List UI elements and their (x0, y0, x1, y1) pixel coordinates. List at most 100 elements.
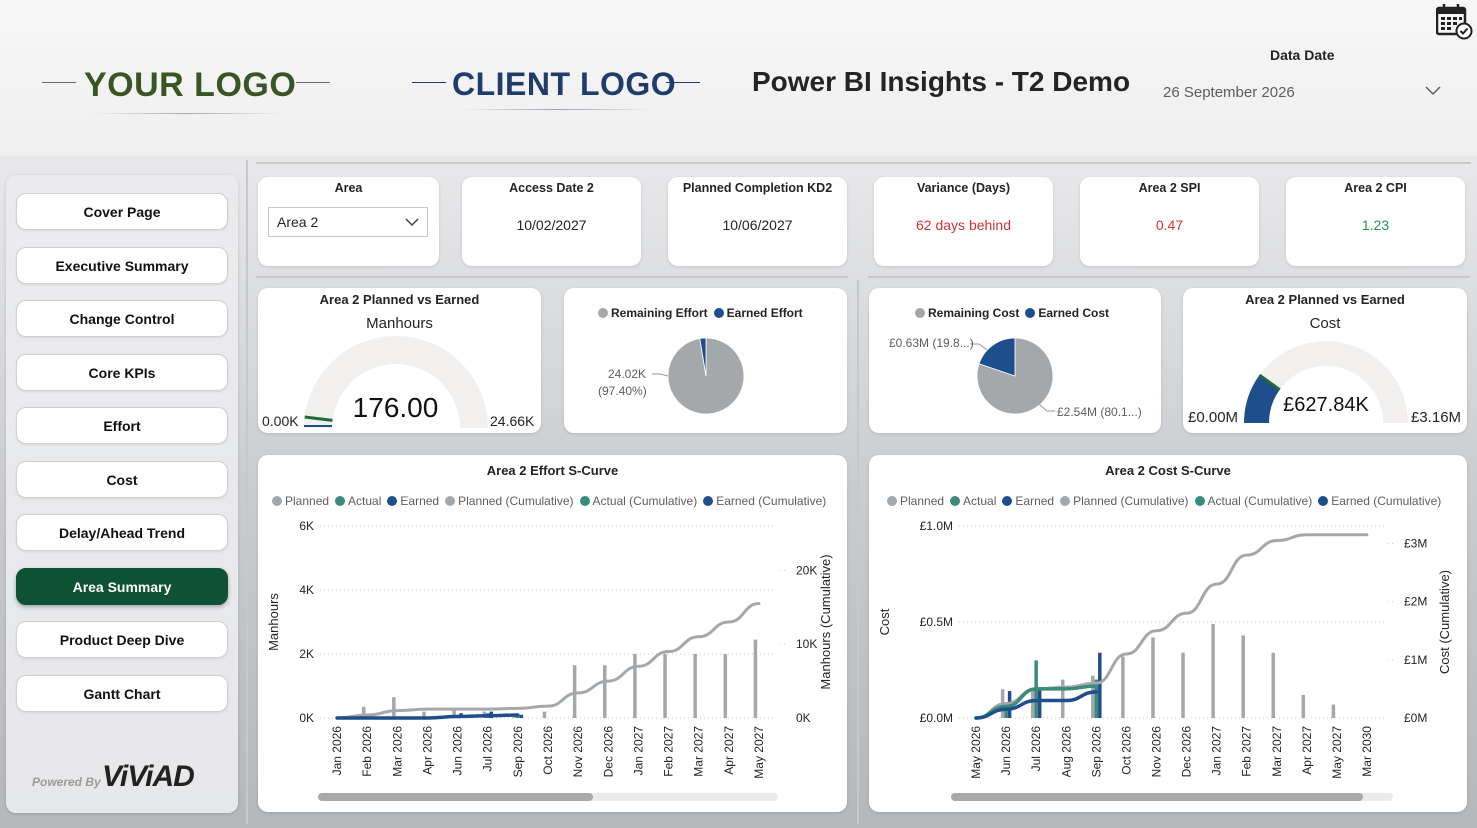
nav-gantt-chart[interactable]: Gantt Chart (16, 675, 228, 712)
pie-cost-remaining-label: £2.54M (80.1...) (1057, 405, 1142, 419)
legend-planned: Planned (900, 494, 945, 508)
header: YOUR LOGO CLIENT LOGO Power BI Insights … (0, 0, 1477, 156)
y-tick-label: £0.0M (920, 711, 953, 725)
cpi-value: 1.23 (1361, 217, 1390, 233)
access-date-value: 10/02/2027 (516, 217, 587, 233)
y2-tick-label: 20K (796, 563, 817, 577)
legend-earned-cumulative: Earned (Cumulative) (1331, 494, 1442, 508)
y2-axis-title: Cost (Cumulative) (1437, 570, 1452, 674)
gauge-cost-card: Area 2 Planned vs Earned Cost £627.84K £… (1183, 288, 1467, 433)
effort-scurve-title: Area 2 Effort S-Curve (486, 463, 619, 478)
data-date-dropdown[interactable]: 26 September 2026 (1163, 84, 1295, 101)
legend-planned-cumulative: Planned (Cumulative) (1073, 494, 1189, 508)
page-title: Power BI Insights - T2 Demo (752, 66, 1131, 97)
y2-tick-label: 10K (796, 637, 817, 651)
bar-planned (422, 711, 426, 718)
y2-tick-label: £2M (1404, 595, 1427, 609)
legend-planned: Planned (285, 494, 330, 508)
client-logo-text: CLIENT LOGO (452, 66, 677, 102)
planned-completion-card: Planned Completion KD2 10/06/2027 (668, 177, 847, 266)
effort-scurve-scrollbar[interactable] (318, 793, 778, 801)
cost-scurve-legend: Planned Actual Earned Planned (Cumulativ… (887, 494, 1441, 508)
y-tick-label: £0.5M (920, 615, 953, 629)
nav-change-control[interactable]: Change Control (16, 300, 228, 337)
x-tick-label: Feb 2027 (662, 726, 676, 777)
gauge-track (304, 336, 488, 428)
nav-executive-summary[interactable]: Executive Summary (16, 247, 228, 284)
nav-cover-page[interactable]: Cover Page (16, 193, 228, 230)
bar-planned (663, 654, 667, 718)
x-tick-label: Jun 2026 (999, 726, 1013, 776)
legend-earned-cost: Earned Cost (1038, 306, 1110, 320)
spi-label: Area 2 SPI (1138, 181, 1201, 195)
x-tick-label: Sep 2026 (511, 726, 525, 778)
spi-card: Area 2 SPI 0.47 (1080, 177, 1259, 266)
x-tick-label: May 2026 (969, 726, 983, 779)
x-tick-label: May 2027 (1330, 726, 1344, 779)
x-tick-label: Sep 2026 (1089, 726, 1103, 778)
area-select[interactable]: Area 2 (268, 207, 428, 237)
bar-planned (1151, 637, 1155, 718)
bar-earned (1037, 689, 1042, 718)
cpi-card: Area 2 CPI 1.23 (1286, 177, 1465, 266)
bar-planned (572, 665, 577, 718)
legend-earned: Earned (400, 494, 440, 508)
x-tick-label: Jan 2027 (631, 726, 645, 776)
effort-scurve-scroll-thumb[interactable] (318, 793, 593, 801)
gauge-cost-title: Area 2 Planned vs Earned (1245, 292, 1405, 307)
gauge-effort-title: Area 2 Planned vs Earned (319, 292, 480, 307)
area-card: Area Area 2 (258, 177, 439, 266)
cost-scurve-scroll-thumb[interactable] (951, 793, 1363, 801)
pie-cost-leader-line-earned (970, 343, 988, 351)
divider-top (256, 162, 1471, 164)
y-tick-label: 4K (299, 583, 314, 597)
bar-planned (542, 711, 547, 718)
cost-scurve-scrollbar[interactable] (951, 793, 1393, 801)
pie-cost-leader-line-remaining (1038, 403, 1055, 412)
area-label: Area (334, 181, 363, 195)
planned-completion-value: 10/06/2027 (722, 217, 793, 233)
line-actual-cumulative (974, 684, 1099, 720)
pie-effort-chart (652, 337, 745, 415)
legend-remaining-cost: Remaining Cost (928, 306, 1020, 320)
bar-planned (1301, 694, 1306, 718)
pie-effort-data-label-value: 24.02K (608, 367, 647, 381)
x-tick-label: Apr 2026 (420, 726, 434, 775)
x-tick-label: Jan 2027 (1210, 726, 1224, 776)
nav-effort[interactable]: Effort (16, 407, 228, 444)
x-tick-label: Mar 2030 (1360, 726, 1374, 777)
x-tick-label: May 2027 (752, 726, 766, 779)
nav-delay-ahead-trend[interactable]: Delay/Ahead Trend (16, 514, 228, 551)
x-tick-label: Dec 2026 (601, 726, 615, 778)
bar-planned (693, 654, 697, 718)
chevron-down-icon[interactable] (1424, 84, 1442, 98)
gauge-effort-max: 24.66K (490, 413, 535, 429)
calendar-check-icon[interactable] (1436, 2, 1474, 40)
your-logo-text: YOUR LOGO (84, 66, 297, 104)
pie-effort-data-label-pct: (97.40%) (598, 384, 647, 398)
legend-earned-cumulative: Earned (Cumulative) (716, 494, 827, 508)
gauge-effort-value: 176.00 (352, 392, 439, 423)
legend-actual-cumulative: Actual (Cumulative) (1207, 494, 1313, 508)
bar-planned (1030, 689, 1035, 718)
effort-scurve-chart: 0K 2K 4K 6K 0K 10K 20K Jan 2026 Feb 2026 Mar 2026… (266, 519, 833, 779)
legend-actual: Actual (963, 494, 997, 508)
gauge-effort-chart (304, 336, 488, 428)
client-logo: CLIENT LOGO (412, 66, 702, 116)
nav-product-deep-dive[interactable]: Product Deep Dive (16, 621, 228, 658)
spi-value: 0.47 (1155, 217, 1184, 233)
cost-scurve-card: Area 2 Cost S-Curve Planned Actual Earne… (869, 455, 1467, 812)
y2-tick-label: 0K (796, 711, 811, 725)
nav-area-summary[interactable]: Area Summary (16, 568, 228, 605)
bar-planned (603, 665, 607, 718)
x-tick-label: Jul 2026 (481, 726, 495, 772)
y-tick-label: £1.0M (920, 519, 953, 533)
bar-planned (753, 639, 758, 718)
bar-actual (516, 716, 520, 718)
nav-core-kpis[interactable]: Core KPIs (16, 354, 228, 391)
gauge-target-marker (1258, 373, 1281, 391)
x-tick-label: Apr 2027 (722, 726, 736, 775)
nav-cost[interactable]: Cost (16, 461, 228, 498)
variance-value: 62 days behind (916, 217, 1011, 233)
pie-cost-card: Remaining Cost Earned Cost £0.63M (19.8.… (869, 288, 1161, 433)
